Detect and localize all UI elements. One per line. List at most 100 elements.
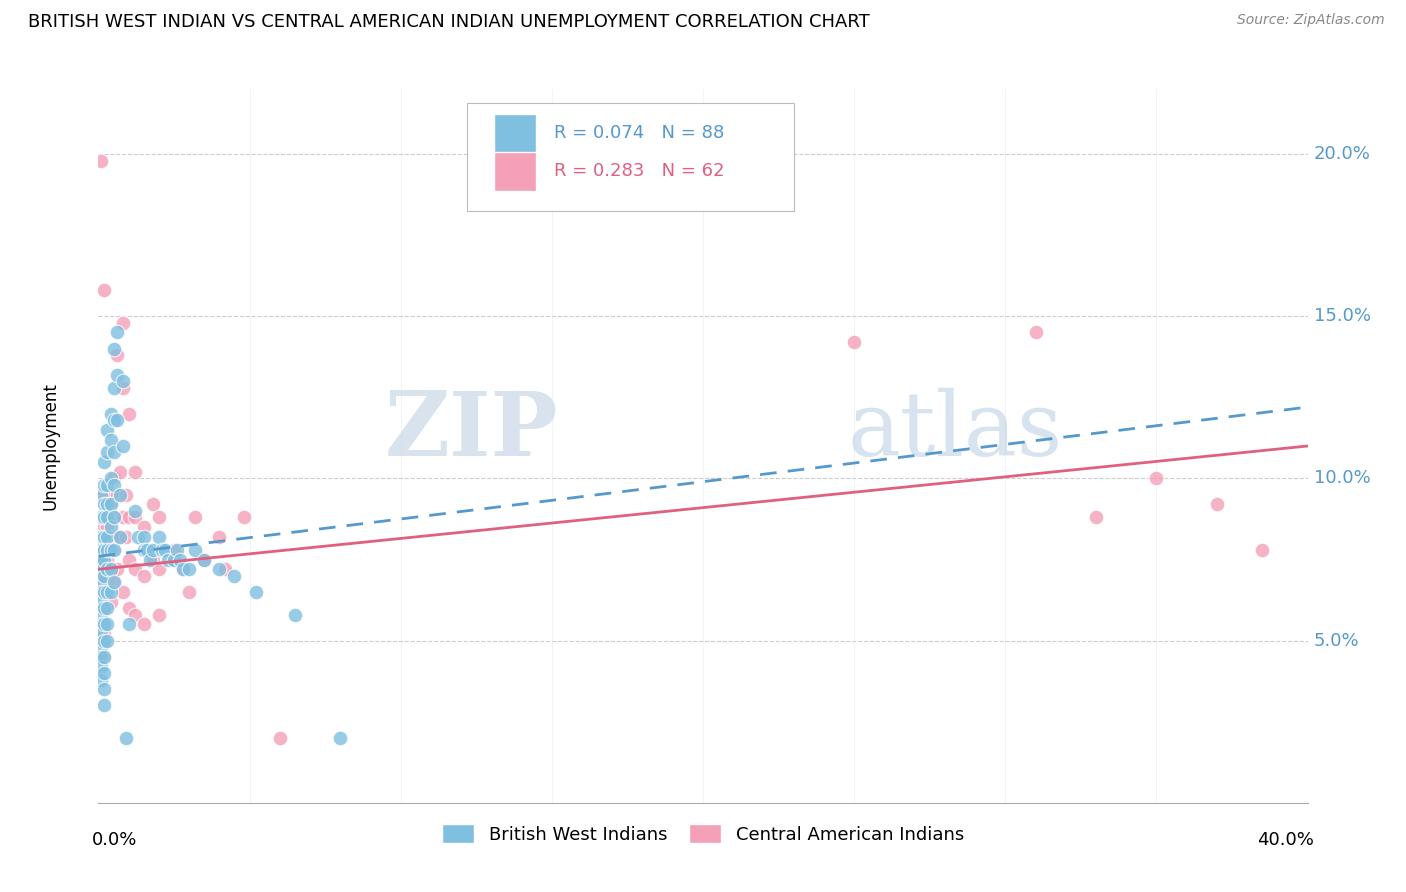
- Point: [118, 601, 141, 615]
- Point: [124, 562, 146, 576]
- Point: [96, 562, 118, 576]
- Point: [103, 342, 125, 356]
- Point: [142, 497, 165, 511]
- Point: [96, 497, 118, 511]
- Point: [93, 627, 115, 641]
- Point: [179, 562, 201, 576]
- Point: [93, 568, 115, 582]
- Point: [150, 542, 173, 557]
- Point: [96, 617, 118, 632]
- Point: [100, 562, 122, 576]
- Point: [103, 471, 125, 485]
- Point: [193, 552, 215, 566]
- Text: R = 0.283   N = 62: R = 0.283 N = 62: [554, 162, 724, 180]
- Point: [111, 585, 134, 599]
- Point: [111, 316, 134, 330]
- Point: [179, 585, 201, 599]
- Point: [96, 633, 118, 648]
- Point: [103, 575, 125, 590]
- Point: [100, 530, 122, 544]
- Point: [105, 413, 128, 427]
- Point: [96, 478, 118, 492]
- Text: BRITISH WEST INDIAN VS CENTRAL AMERICAN INDIAN UNEMPLOYMENT CORRELATION CHART: BRITISH WEST INDIAN VS CENTRAL AMERICAN …: [28, 13, 870, 31]
- Point: [100, 497, 122, 511]
- Point: [103, 478, 125, 492]
- Point: [118, 617, 141, 632]
- Point: [108, 465, 131, 479]
- Point: [172, 562, 194, 576]
- Point: [100, 433, 122, 447]
- Point: [100, 407, 122, 421]
- Point: [105, 326, 128, 340]
- Point: [108, 530, 131, 544]
- Point: [93, 575, 115, 590]
- Point: [90, 575, 112, 590]
- Point: [90, 649, 112, 664]
- Point: [1144, 471, 1167, 485]
- Point: [132, 568, 155, 582]
- Point: [148, 510, 170, 524]
- Point: [90, 673, 112, 687]
- Point: [96, 445, 118, 459]
- Point: [96, 585, 118, 599]
- Text: ZIP: ZIP: [384, 388, 558, 475]
- Point: [93, 455, 115, 469]
- Point: [148, 530, 170, 544]
- Point: [90, 562, 112, 576]
- Point: [127, 530, 149, 544]
- Point: [132, 530, 155, 544]
- Text: 15.0%: 15.0%: [1313, 307, 1371, 326]
- Point: [93, 666, 115, 681]
- Point: [103, 510, 125, 524]
- Point: [124, 465, 146, 479]
- Point: [90, 510, 112, 524]
- Point: [93, 585, 115, 599]
- Point: [269, 731, 291, 745]
- Point: [100, 542, 122, 557]
- Point: [93, 520, 115, 534]
- Point: [193, 552, 215, 566]
- Point: [90, 627, 112, 641]
- Point: [245, 585, 267, 599]
- Point: [90, 659, 112, 673]
- Point: [96, 542, 118, 557]
- Point: [108, 488, 131, 502]
- Point: [100, 562, 122, 576]
- Point: [105, 488, 128, 502]
- Point: [108, 530, 131, 544]
- Point: [103, 510, 125, 524]
- Point: [96, 510, 118, 524]
- Point: [90, 617, 112, 632]
- Point: [93, 633, 115, 648]
- Text: Unemployment: Unemployment: [41, 382, 59, 510]
- Point: [114, 488, 136, 502]
- Point: [93, 510, 115, 524]
- Point: [90, 595, 112, 609]
- Point: [124, 607, 146, 622]
- Point: [96, 423, 118, 437]
- Point: [163, 542, 186, 557]
- Point: [96, 552, 118, 566]
- Point: [93, 552, 115, 566]
- Legend: British West Indians, Central American Indians: British West Indians, Central American I…: [434, 817, 972, 851]
- Point: [103, 445, 125, 459]
- Point: [90, 585, 112, 599]
- Point: [184, 510, 207, 524]
- Point: [103, 575, 125, 590]
- Point: [124, 510, 146, 524]
- Point: [208, 562, 231, 576]
- Point: [172, 562, 194, 576]
- Point: [1206, 497, 1229, 511]
- Point: [90, 585, 112, 599]
- Point: [103, 542, 125, 557]
- Point: [90, 607, 112, 622]
- Point: [148, 607, 170, 622]
- Point: [103, 381, 125, 395]
- Point: [100, 595, 122, 609]
- Text: Source: ZipAtlas.com: Source: ZipAtlas.com: [1237, 13, 1385, 28]
- Point: [124, 504, 146, 518]
- Point: [93, 478, 115, 492]
- FancyBboxPatch shape: [494, 114, 536, 153]
- Point: [96, 520, 118, 534]
- Point: [96, 575, 118, 590]
